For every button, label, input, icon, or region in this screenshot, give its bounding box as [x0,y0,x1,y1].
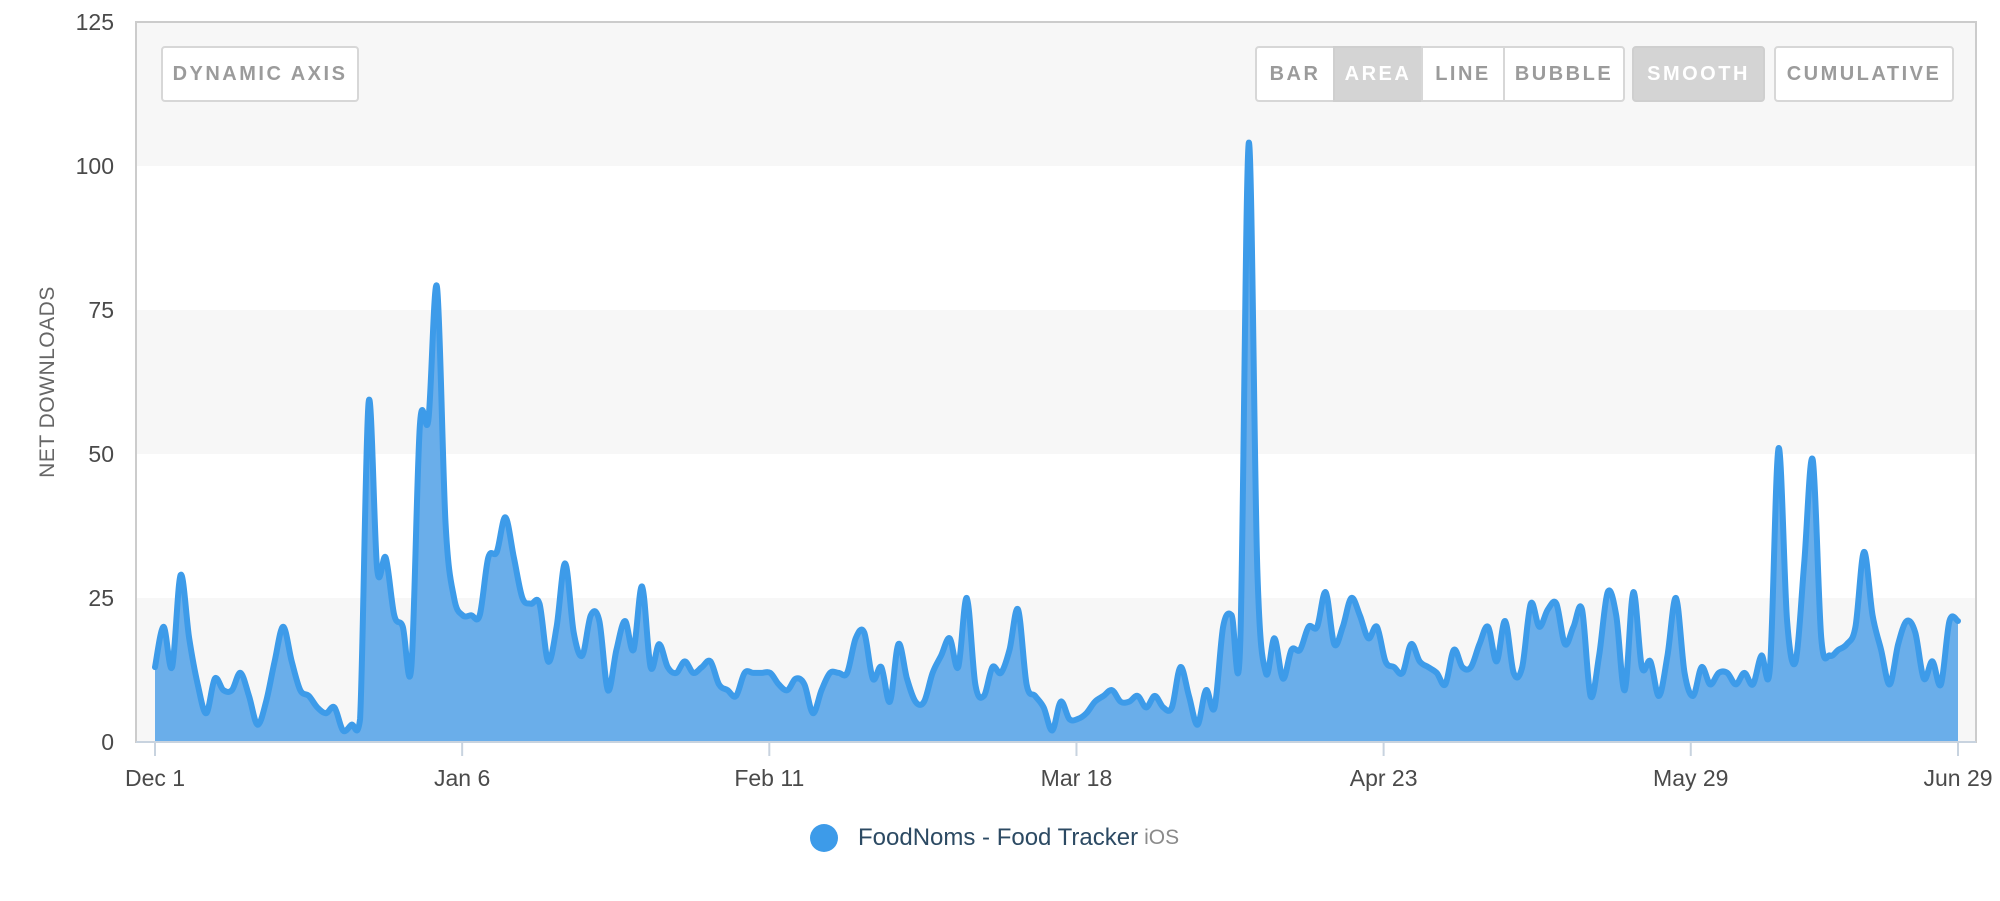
chart-type-button-area[interactable]: AREA [1333,46,1423,102]
smooth-toggle-button[interactable]: SMOOTH [1632,46,1765,102]
chart-type-button-line[interactable]: LINE [1421,46,1505,102]
chart-type-button-bar[interactable]: BAR [1255,46,1335,102]
chart-type-button-bubble[interactable]: BUBBLE [1503,46,1625,102]
legend-series-name: FoodNoms - Food Tracker [858,824,1139,851]
x-tick-label: Dec 1 [125,765,185,791]
legend-platform-label: iOS [1144,826,1180,849]
y-tick-label: 0 [101,729,114,755]
y-tick-label: 100 [76,153,114,179]
dynamic-axis-button[interactable]: DYNAMIC AXIS [161,46,359,102]
x-tick-label: May 29 [1653,765,1728,791]
y-axis: 0 25 50 75 100 125 [76,9,114,755]
y-tick-label: 50 [88,441,114,467]
x-tick-label: Mar 18 [1041,765,1113,791]
x-axis: Dec 1 Jan 6 Feb 11 Mar 18 Apr 23 May 29 Jun 29 [125,742,1993,791]
x-tick-label: Jun 29 [1923,765,1992,791]
legend-marker-icon [810,824,838,852]
x-tick-label: Feb 11 [734,765,804,791]
cumulative-toggle-button[interactable]: CUMULATIVE [1774,46,1954,102]
y-tick-label: 75 [88,297,114,323]
chart-type-toggle-group: BAR AREA LINE BUBBLE [1255,46,1625,102]
legend[interactable]: FoodNoms - Food Tracker iOS [810,818,1179,858]
x-tick-label: Apr 23 [1350,765,1418,791]
y-axis-label: NET DOWNLOADS [36,286,59,478]
grid-band [136,310,1976,454]
x-tick-label: Jan 6 [434,765,490,791]
series-area-fill [155,142,1958,742]
y-tick-label: 125 [76,9,114,35]
series-line [152,139,1961,735]
y-tick-label: 25 [88,585,114,611]
